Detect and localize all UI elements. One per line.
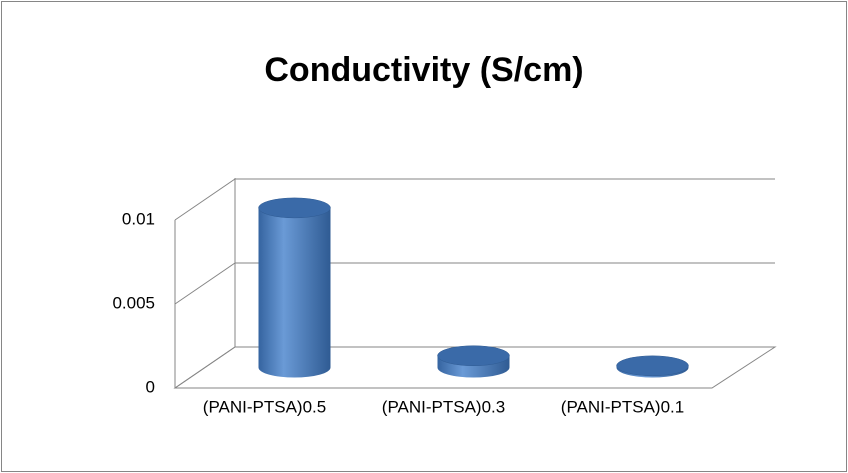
bar-top	[437, 345, 510, 366]
bar-top	[616, 355, 689, 377]
grid-line	[174, 262, 775, 305]
y-tick-label: 0.005	[112, 293, 155, 312]
x-tick-label: (PANI-PTSA)0.1	[561, 397, 684, 416]
y-tick-label: 0.01	[122, 209, 155, 228]
bar-top	[258, 197, 331, 219]
chart-title: Conductivity (S/cm)	[264, 51, 583, 89]
grid-line	[174, 178, 775, 221]
y-tick-label: 0	[146, 377, 155, 396]
x-tick-label: (PANI-PTSA)0.5	[203, 397, 326, 416]
x-tick-label: (PANI-PTSA)0.3	[382, 397, 505, 416]
grid-line	[174, 346, 775, 389]
bar	[258, 207, 331, 378]
